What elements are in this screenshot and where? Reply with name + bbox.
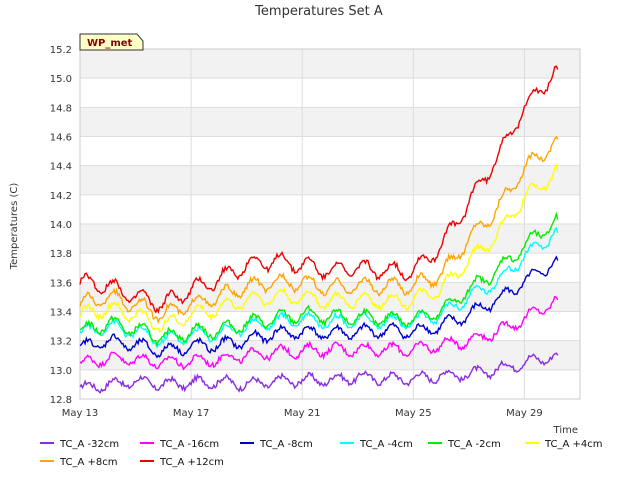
y-tick-label: 12.8 <box>50 395 72 406</box>
plot-band <box>80 194 580 224</box>
series-line <box>79 352 559 394</box>
series-line <box>79 65 559 315</box>
series-line <box>79 295 559 371</box>
plot-band <box>80 107 580 137</box>
series-layer <box>79 65 559 394</box>
series-line <box>79 226 559 349</box>
y-tick-label: 14.6 <box>50 133 72 144</box>
plot-band <box>80 253 580 283</box>
series-line <box>79 255 559 359</box>
y-tick-label: 14.0 <box>50 220 72 231</box>
plot-band <box>80 340 580 370</box>
legend-label: TC_A +8cm <box>59 457 118 468</box>
wp-met-badge: WP_met <box>79 33 144 51</box>
plot-band <box>80 165 580 195</box>
plot-band <box>80 369 580 399</box>
plot-band <box>80 224 580 254</box>
plot-frame <box>79 48 581 400</box>
plot-band <box>80 49 580 79</box>
series-line <box>79 135 559 325</box>
x-tick-label: May 13 <box>62 408 99 419</box>
y-tick-label: 14.2 <box>50 191 72 202</box>
badge-label: WP_met <box>87 38 133 49</box>
x-tick-label: May 29 <box>506 408 543 419</box>
y-tick-label: 15.0 <box>50 74 72 85</box>
plot-bands <box>80 49 580 399</box>
x-axis-title: Time <box>553 425 578 436</box>
y-tick-label: 13.4 <box>50 308 72 319</box>
legend-label: TC_A -16cm <box>159 439 219 450</box>
x-tick-label: May 21 <box>284 408 321 419</box>
badge-box <box>79 33 144 51</box>
legend-label: TC_A +12cm <box>159 457 224 468</box>
y-tick-label: 15.2 <box>50 45 72 56</box>
legend-label: TC_A -32cm <box>59 439 119 450</box>
y-tick-label: 14.4 <box>50 162 72 173</box>
chart-title: Temperatures Set A <box>254 4 383 19</box>
legend-label: TC_A -4cm <box>359 439 413 450</box>
plot-band <box>80 78 580 108</box>
y-tick-label: 14.8 <box>50 103 72 114</box>
x-tick-label: May 25 <box>395 408 432 419</box>
x-tick-labels: May 13 May 17 May 21 May 25 May 29 <box>62 408 543 419</box>
x-tick-label: May 17 <box>173 408 210 419</box>
y-tick-label: 13.0 <box>50 366 72 377</box>
y-tick-labels: 12.8 13.0 13.2 13.4 13.6 13.8 14.0 14.2 14.4 14.6… <box>50 45 72 406</box>
plot-band <box>80 136 580 166</box>
series-line <box>79 211 559 348</box>
series-line <box>79 162 559 333</box>
legend: TC_A -32cm TC_A -16cm TC_A -8cm TC_A -4cm TC… <box>40 439 603 468</box>
y-tick-label: 13.8 <box>50 249 72 260</box>
legend-label: TC_A +4cm <box>544 439 603 450</box>
legend-label: TC_A -2cm <box>447 439 501 450</box>
y-axis-title: Temperatures (C) <box>9 183 20 271</box>
y-tick-label: 13.6 <box>50 278 72 289</box>
legend-label: TC_A -8cm <box>259 439 313 450</box>
y-tick-label: 13.2 <box>50 337 72 348</box>
